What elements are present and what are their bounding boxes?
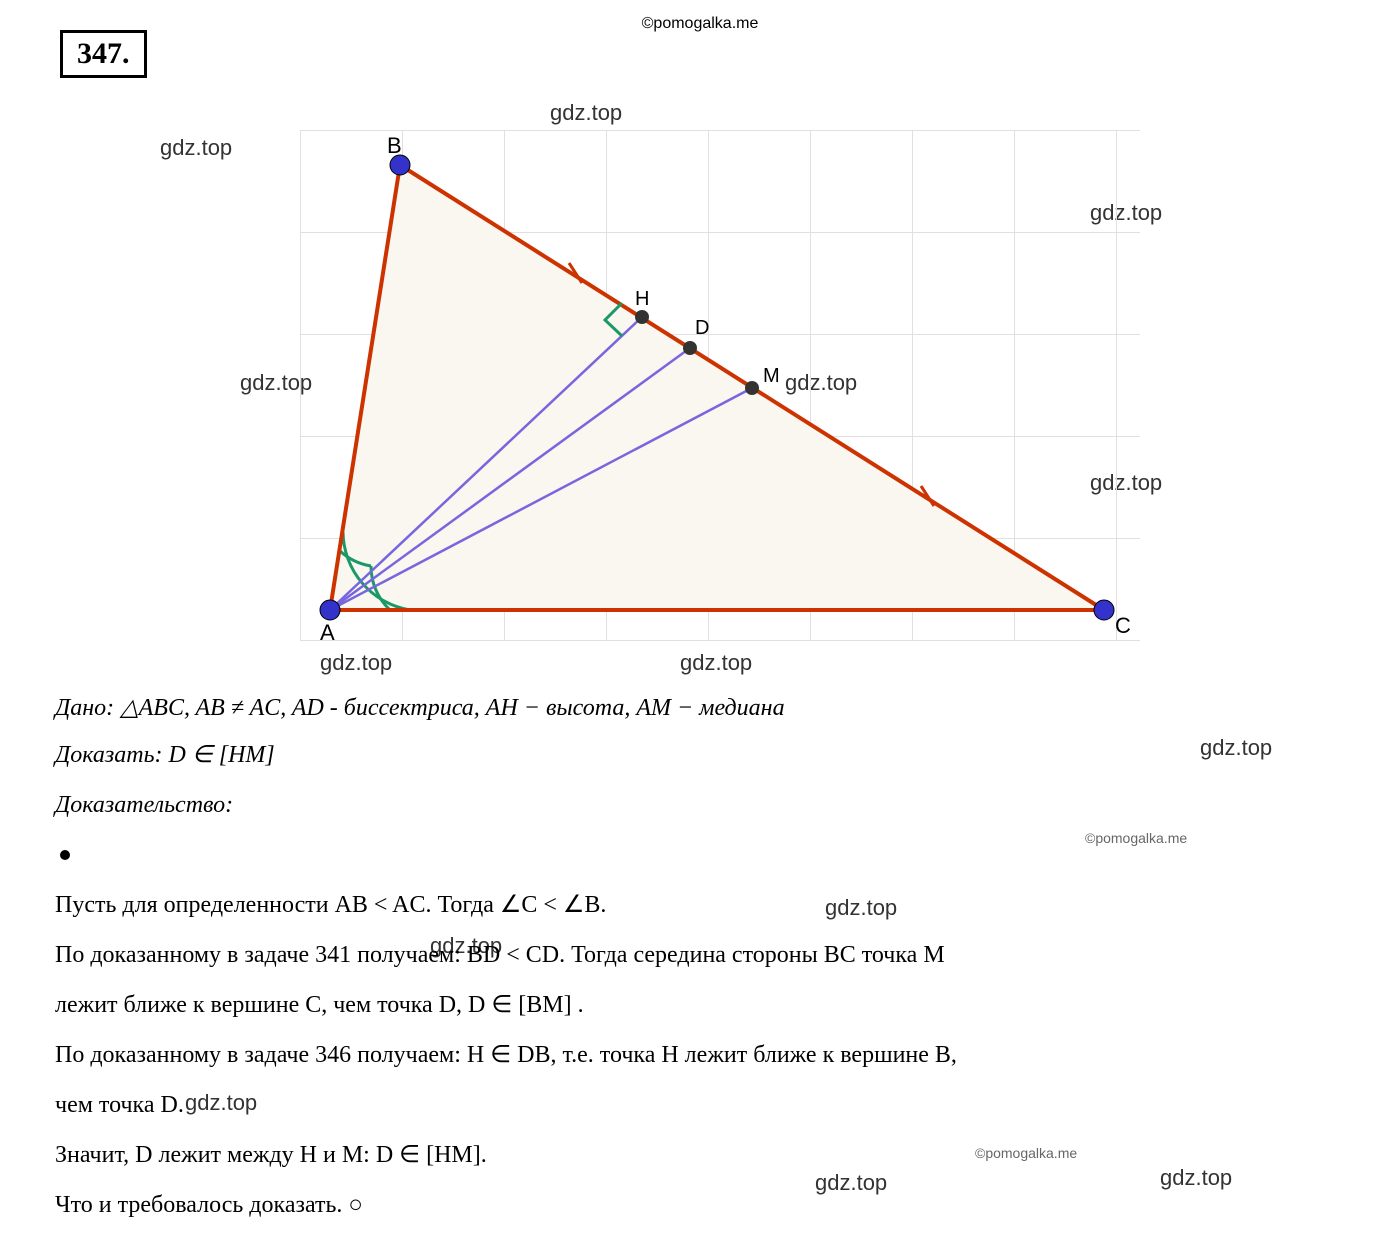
watermark-top: ©pomogalka.me bbox=[642, 15, 759, 33]
diagram: A B C H D M bbox=[300, 130, 1140, 640]
point-C bbox=[1094, 600, 1114, 620]
triangle-svg: A B C H D M bbox=[300, 130, 1140, 640]
label-M: M bbox=[763, 365, 780, 387]
prove-label: Доказать: bbox=[55, 742, 163, 768]
copyright-1: ©pomogalka.me bbox=[1085, 830, 1187, 846]
label-A: A bbox=[320, 620, 335, 640]
problem-number: 347. bbox=[60, 30, 147, 78]
proof-text-1: Пусть для определенности AB < AC. Тогда … bbox=[55, 892, 606, 918]
proof-line2: По доказанному в задаче 341 получаем: BD… bbox=[55, 935, 1355, 976]
given-label: Дано: bbox=[55, 695, 114, 721]
proof-line7: Что и требовалось доказать. ○ bbox=[55, 1185, 1355, 1226]
point-A bbox=[320, 600, 340, 620]
proof-text-3: лежит ближе к вершине C, чем точка D, D … bbox=[55, 992, 584, 1018]
triangle-fill bbox=[330, 165, 1104, 610]
point-M bbox=[745, 381, 759, 395]
proof-text-7: Что и требовалось доказать. ○ bbox=[55, 1192, 363, 1218]
proof-label: Доказательство: bbox=[55, 785, 233, 826]
proof-text-5: чем точка D. bbox=[55, 1092, 184, 1118]
watermark-2: gdz.top bbox=[550, 100, 622, 126]
watermark-7: gdz.top bbox=[320, 650, 392, 676]
bullet bbox=[60, 850, 70, 860]
prove-block: Доказать: D ∈ [HM] bbox=[55, 735, 275, 776]
proof-line4: По доказанному в задаче 346 получаем: H … bbox=[55, 1035, 1355, 1076]
proof-line6: Значит, D лежит между H и M: D ∈ [HM]. bbox=[55, 1135, 1355, 1176]
label-H: H bbox=[635, 288, 649, 310]
point-B bbox=[390, 155, 410, 175]
point-D bbox=[683, 341, 697, 355]
given-block: Дано: △ABC, AB ≠ AC, AD - биссектриса, A… bbox=[55, 688, 785, 729]
proof-text-6: Значит, D лежит между H и M: D ∈ [HM]. bbox=[55, 1142, 487, 1168]
watermark-9: gdz.top bbox=[1200, 735, 1272, 761]
point-H bbox=[635, 310, 649, 324]
proof-text-2: По доказанному в задаче 341 получаем: BD… bbox=[55, 942, 945, 968]
label-B: B bbox=[387, 133, 402, 158]
proof-line3: лежит ближе к вершине C, чем точка D, D … bbox=[55, 985, 1355, 1026]
label-C: C bbox=[1115, 613, 1131, 638]
watermark-1: gdz.top bbox=[160, 135, 232, 161]
proof-text-4: По доказанному в задаче 346 получаем: H … bbox=[55, 1042, 957, 1068]
proof-line5: чем точка D. bbox=[55, 1085, 1355, 1126]
watermark-8: gdz.top bbox=[680, 650, 752, 676]
prove-text: D ∈ [HM] bbox=[163, 742, 275, 768]
label-D: D bbox=[695, 317, 709, 339]
proof-line1: Пусть для определенности AB < AC. Тогда … bbox=[55, 885, 1355, 926]
given-text: △ABC, AB ≠ AC, AD - биссектриса, AH − вы… bbox=[114, 695, 784, 721]
